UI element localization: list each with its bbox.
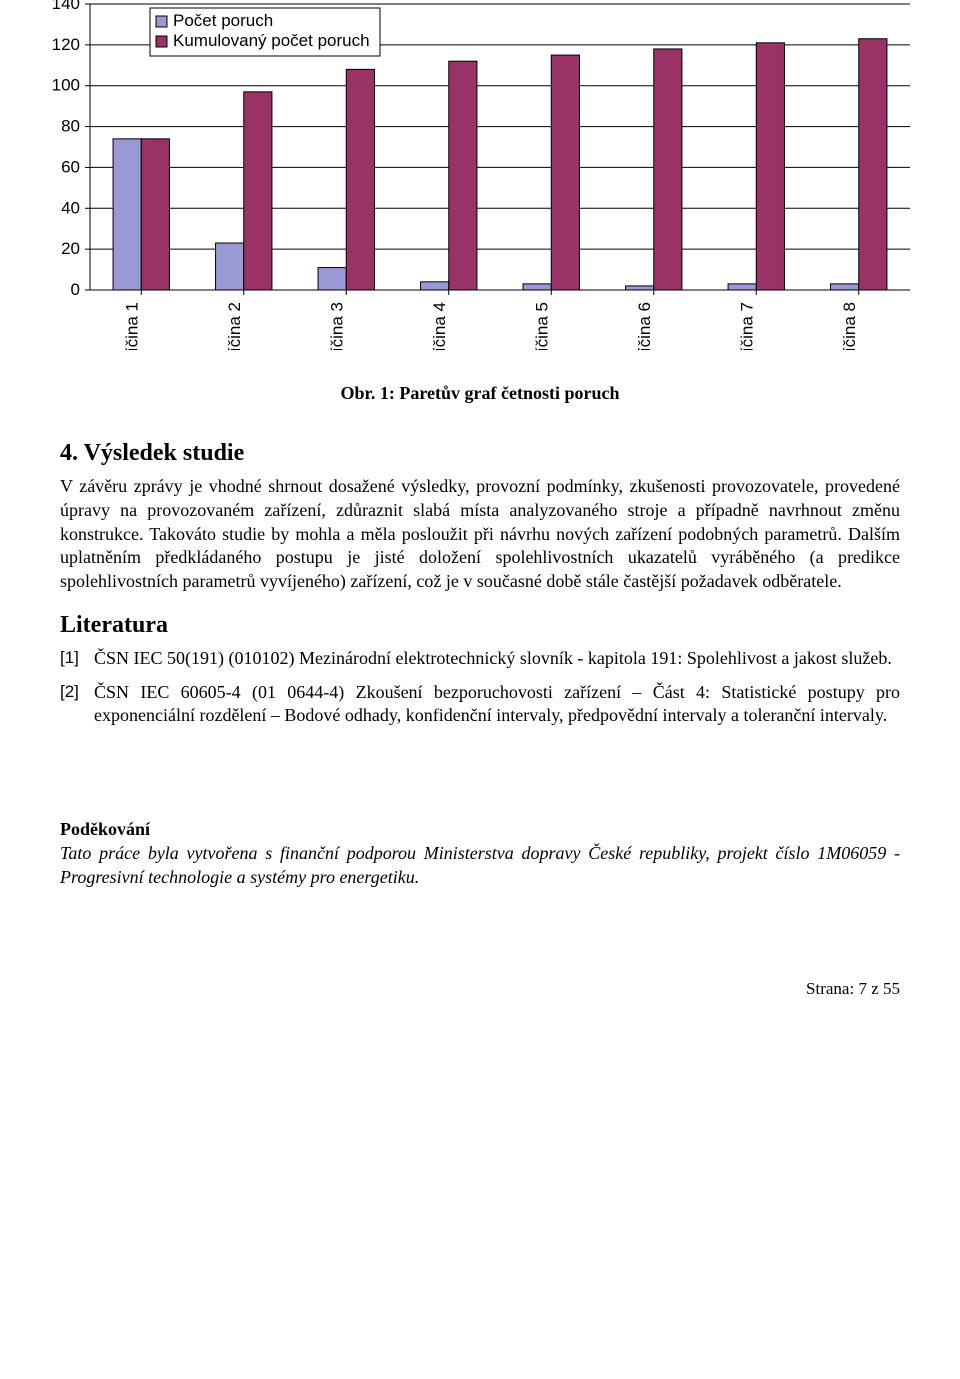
svg-text:80: 80	[61, 117, 80, 136]
ack-heading: Poděkování	[60, 818, 900, 842]
svg-text:Příčina 1: Příčina 1	[122, 302, 141, 350]
svg-text:Příčina 2: Příčina 2	[225, 302, 244, 350]
svg-text:140: 140	[52, 0, 80, 13]
chart-caption: Obr. 1: Paretův graf četnosti poruch	[60, 383, 900, 404]
reference-list: [1]ČSN IEC 50(191) (010102) Mezinárodní …	[60, 647, 900, 728]
svg-text:100: 100	[52, 76, 80, 95]
svg-text:20: 20	[61, 239, 80, 258]
reference-text: ČSN IEC 50(191) (010102) Mezinárodní ele…	[94, 647, 900, 671]
svg-text:Příčina 5: Příčina 5	[532, 302, 551, 350]
svg-text:Příčina 7: Příčina 7	[737, 302, 756, 350]
reference-number: [1]	[60, 647, 94, 671]
svg-text:0: 0	[71, 280, 80, 299]
section4-body: V závěru zprávy je vhodné shrnout dosaže…	[60, 475, 900, 594]
svg-text:120: 120	[52, 35, 80, 54]
svg-text:Počet poruch: Počet poruch	[173, 11, 273, 30]
reference-item: [1]ČSN IEC 50(191) (010102) Mezinárodní …	[60, 647, 900, 671]
ack-body: Tato práce byla vytvořena s finanční pod…	[60, 842, 900, 890]
page-number: Strana: 7 z 55	[60, 979, 900, 999]
svg-text:Příčina 4: Příčina 4	[430, 302, 449, 350]
reference-text: ČSN IEC 60605-4 (01 0644-4) Zkoušení bez…	[94, 681, 900, 729]
svg-text:60: 60	[61, 157, 80, 176]
reference-item: [2]ČSN IEC 60605-4 (01 0644-4) Zkoušení …	[60, 681, 900, 729]
svg-text:Příčina 6: Příčina 6	[635, 302, 654, 350]
svg-text:40: 40	[61, 198, 80, 217]
pareto-chart: 0 20 40 60 80 100 120 140 Příčina 1 Příčina 2 Příč…	[40, 0, 900, 355]
reference-number: [2]	[60, 681, 94, 729]
svg-text:Kumulovaný počet poruch: Kumulovaný počet poruch	[173, 31, 370, 50]
svg-text:Příčina 8: Příčina 8	[840, 302, 859, 350]
literature-heading: Literatura	[60, 612, 900, 639]
acknowledgement: Poděkování Tato práce byla vytvořena s f…	[60, 818, 900, 889]
section4-heading: 4. Výsledek studie	[60, 440, 900, 467]
svg-text:Příčina 3: Příčina 3	[327, 302, 346, 350]
